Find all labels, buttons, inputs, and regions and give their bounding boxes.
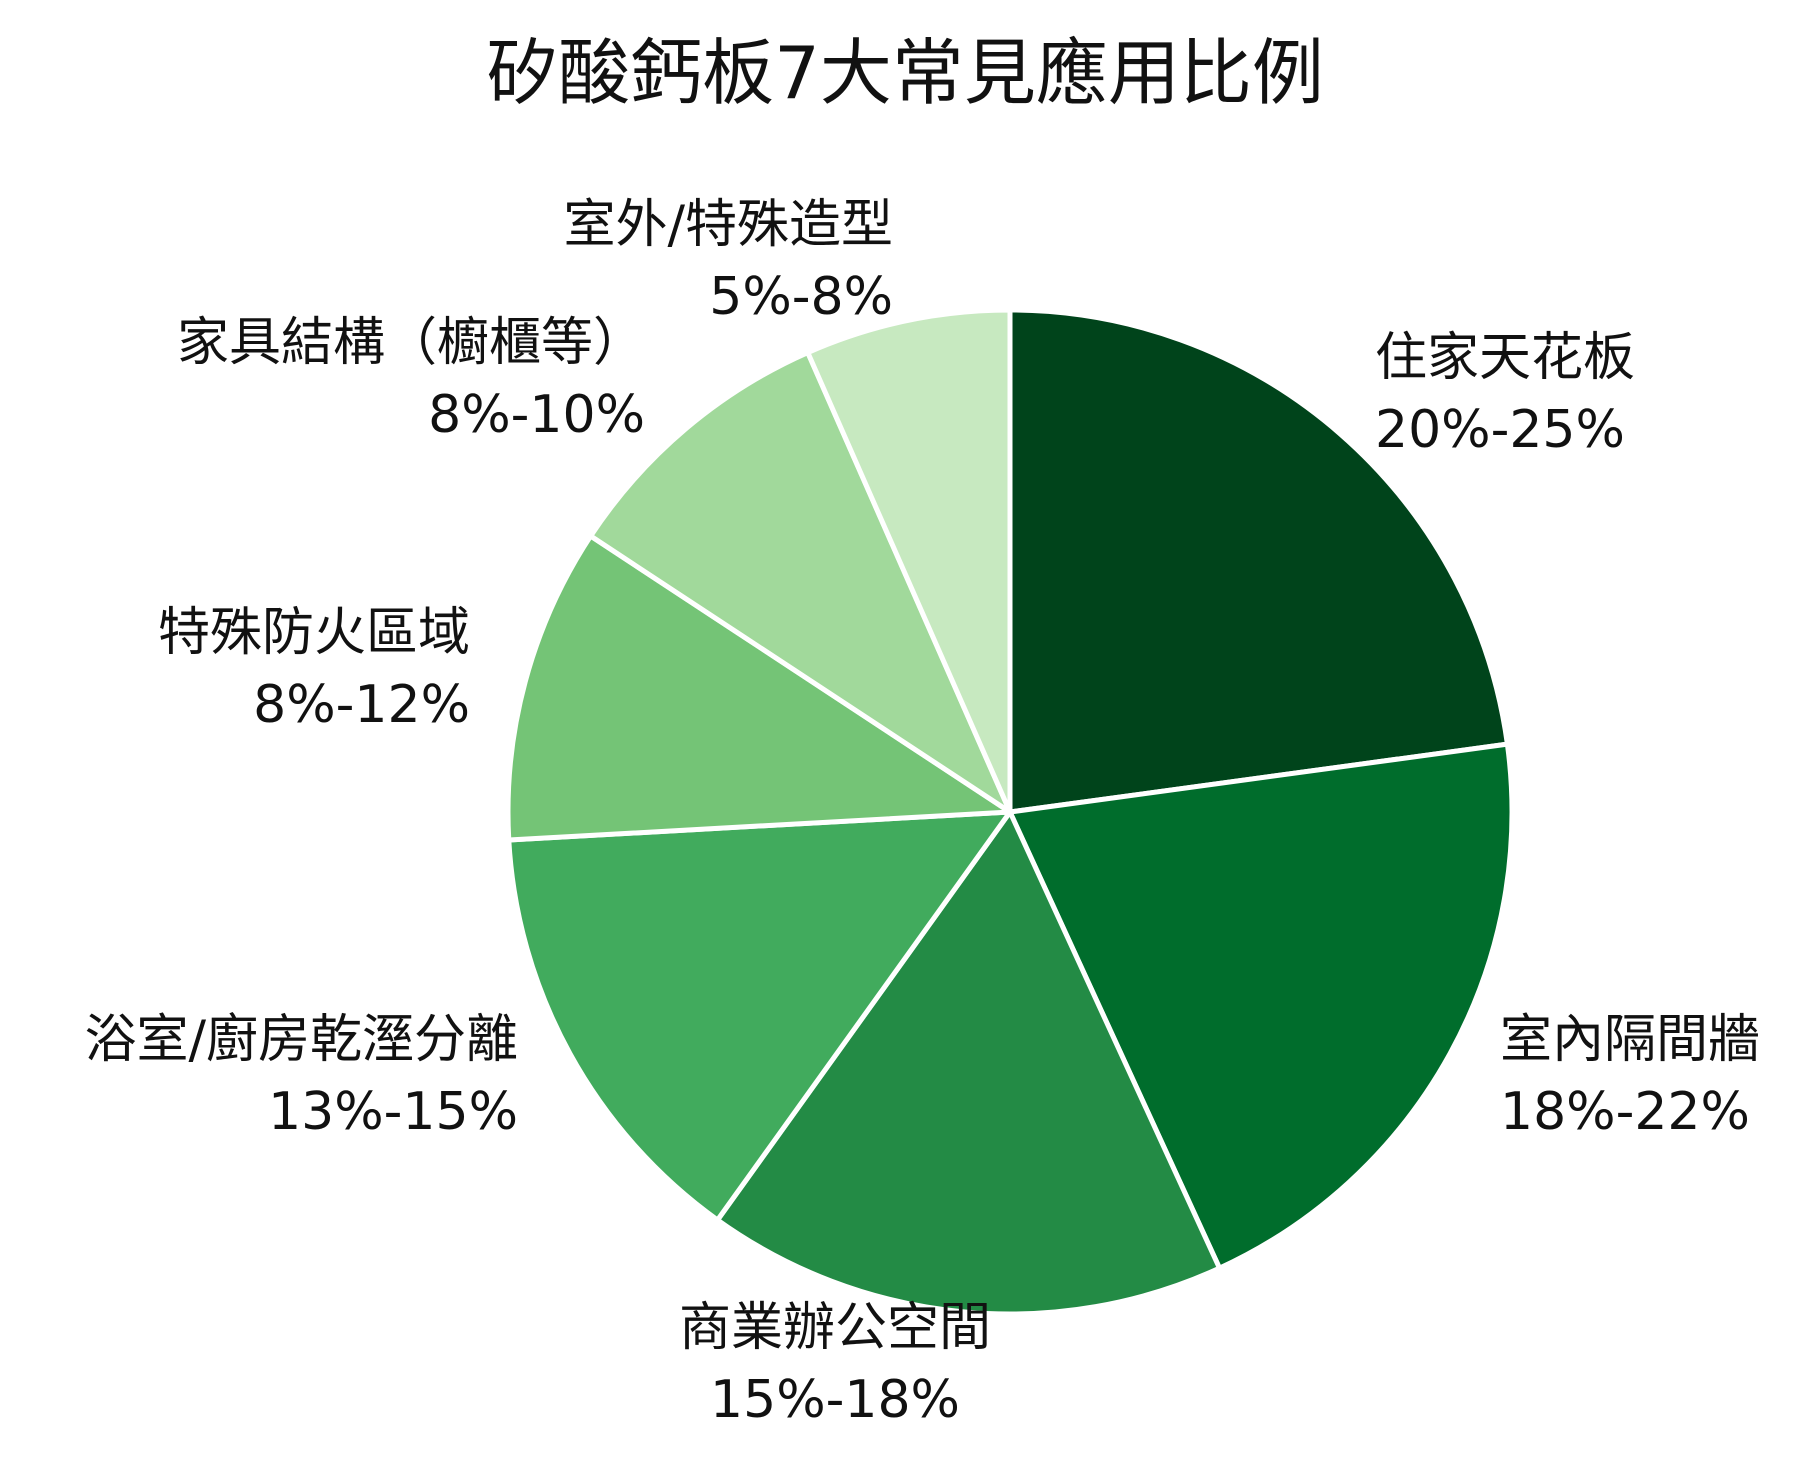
- slice-label: 浴室/廚房乾溼分離: [84, 1010, 518, 1070]
- pie-slice: [715, 809, 1223, 1317]
- pie-slices: [505, 307, 1515, 1317]
- pie-slice: [1007, 741, 1515, 1271]
- slice-range-label: 18%-22%: [1500, 1082, 1750, 1142]
- slice-label: 特殊防火區域: [158, 603, 470, 663]
- slice-labels: 住家天花板 20%-25% 室內隔間牆 18%-22% 商業辦公空間 15%-18% 浴室/…: [84, 195, 1760, 1430]
- chart-title: 矽酸鈣板7大常見應用比例: [486, 31, 1324, 115]
- pie-slice: [588, 350, 1013, 815]
- slice-label: 住家天花板: [1375, 328, 1635, 388]
- slice-label: 室內隔間牆: [1500, 1010, 1760, 1070]
- slice-range-label: 8%-12%: [253, 675, 470, 735]
- pie-slice: [506, 809, 1013, 1223]
- pie-slice: [805, 307, 1013, 815]
- slice-label: 家具結構（櫥櫃等）: [177, 313, 645, 373]
- pie-slice: [1007, 307, 1510, 815]
- slice-range-label: 15%-18%: [710, 1370, 960, 1430]
- slice-range-label: 20%-25%: [1375, 400, 1625, 460]
- slice-range-label: 5%-8%: [709, 267, 893, 327]
- pie-slice: [505, 533, 1013, 843]
- slice-range-label: 8%-10%: [428, 385, 645, 445]
- slice-range-label: 13%-15%: [268, 1082, 518, 1142]
- slice-label: 室外/特殊造型: [563, 195, 893, 255]
- slice-label: 商業辦公空間: [679, 1298, 991, 1358]
